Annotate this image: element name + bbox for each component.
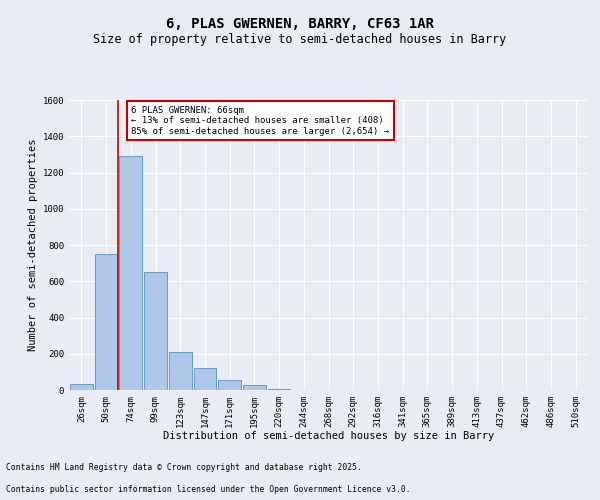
Bar — [169, 352, 191, 390]
Y-axis label: Number of semi-detached properties: Number of semi-detached properties — [28, 138, 38, 352]
Text: Contains HM Land Registry data © Crown copyright and database right 2025.: Contains HM Land Registry data © Crown c… — [6, 464, 362, 472]
Bar — [144, 272, 167, 390]
X-axis label: Distribution of semi-detached houses by size in Barry: Distribution of semi-detached houses by … — [163, 432, 494, 442]
Bar — [70, 384, 93, 390]
Text: 6 PLAS GWERNEN: 66sqm
← 13% of semi-detached houses are smaller (408)
85% of sem: 6 PLAS GWERNEN: 66sqm ← 13% of semi-deta… — [131, 106, 389, 136]
Bar — [119, 156, 142, 390]
Text: Contains public sector information licensed under the Open Government Licence v3: Contains public sector information licen… — [6, 485, 410, 494]
Text: 6, PLAS GWERNEN, BARRY, CF63 1AR: 6, PLAS GWERNEN, BARRY, CF63 1AR — [166, 18, 434, 32]
Bar — [243, 386, 266, 390]
Bar — [194, 368, 216, 390]
Bar — [95, 254, 118, 390]
Bar — [218, 380, 241, 390]
Bar — [268, 389, 290, 390]
Text: Size of property relative to semi-detached houses in Barry: Size of property relative to semi-detach… — [94, 32, 506, 46]
